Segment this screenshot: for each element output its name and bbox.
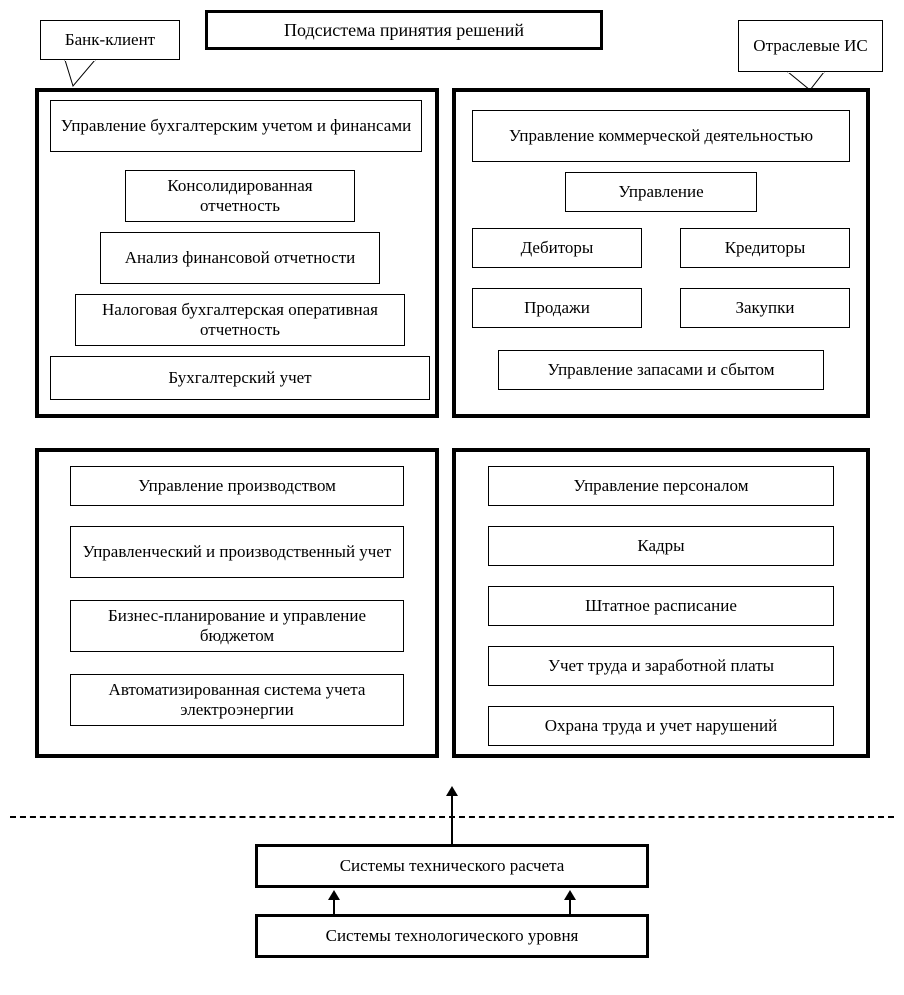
tr-row2-left: Продажи (472, 288, 642, 328)
callout-left-tail (55, 60, 105, 88)
tl-stack-2: Налоговая бухгалтерская оперативная отче… (75, 294, 405, 346)
br-item-3: Учет труда и заработной платы (488, 646, 834, 686)
tr-center-top: Управление (565, 172, 757, 212)
arrow-l-head-icon (328, 890, 340, 900)
arrow-l-shaft (333, 898, 335, 914)
bl-item-1: Управленческий и производственный учет (70, 526, 404, 578)
br-item-4: Охрана труда и учет нарушений (488, 706, 834, 746)
tr-header: Управление коммерческой деятельностью (472, 110, 850, 162)
arrow-r-head-icon (564, 890, 576, 900)
arrow-upper-shaft (451, 794, 453, 844)
arrow-upper-head-icon (446, 786, 458, 796)
arrow-r-shaft (569, 898, 571, 914)
tr-row1-right: Кредиторы (680, 228, 850, 268)
tl-stack-3: Бухгалтерский учет (50, 356, 430, 400)
footer-upper: Системы технического расчета (255, 844, 649, 888)
diagram-root: Подсистема принятия решений Банк-клиент … (10, 10, 894, 985)
bl-item-3: Автоматизированная система учета электро… (70, 674, 404, 726)
tl-header: Управление бухгалтерским учетом и финанс… (50, 100, 422, 152)
footer-lower: Системы технологического уровня (255, 914, 649, 958)
tl-stack-1: Анализ финансовой отчетности (100, 232, 380, 284)
bl-item-0: Управление производством (70, 466, 404, 506)
callout-right: Отраслевые ИС (738, 20, 883, 72)
br-item-0: Управление персоналом (488, 466, 834, 506)
br-item-1: Кадры (488, 526, 834, 566)
tr-bottom: Управление запасами и сбытом (498, 350, 824, 390)
tr-row1-left: Дебиторы (472, 228, 642, 268)
bl-item-2: Бизнес-планирование и управление бюджето… (70, 600, 404, 652)
tr-row2-right: Закупки (680, 288, 850, 328)
br-item-2: Штатное расписание (488, 586, 834, 626)
tl-stack-0: Консолидированная отчетность (125, 170, 355, 222)
callout-left: Банк-клиент (40, 20, 180, 60)
header-title: Подсистема принятия решений (205, 10, 603, 50)
